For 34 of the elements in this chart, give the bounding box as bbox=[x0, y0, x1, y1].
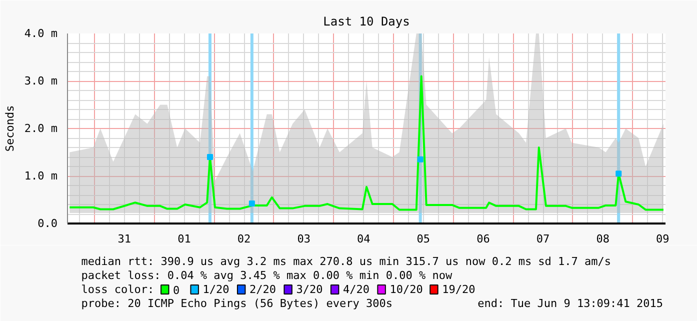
x-tick-label: 01 bbox=[178, 232, 191, 246]
legend-label: 4/20 bbox=[342, 283, 370, 296]
chart-title: Last 10 Days bbox=[323, 14, 410, 28]
legend-label: 3/20 bbox=[296, 283, 323, 296]
x-tick-label: 02 bbox=[237, 232, 251, 246]
legend-label: 19/20 bbox=[442, 283, 476, 296]
point bbox=[417, 156, 424, 162]
y-tick-label: 1.0 m bbox=[24, 170, 58, 182]
y-tick-label: 0.0 bbox=[38, 217, 58, 230]
legend-label: 1/20 bbox=[202, 283, 230, 296]
y-tick-label: 2.0 m bbox=[24, 122, 58, 135]
point bbox=[206, 154, 213, 160]
x-tick-label: 07 bbox=[536, 232, 550, 246]
text: median rtt: 390.9 us avg 3.2 ms max 270.8 us min 315.7 us now 0.2 ms sd 1.7 am/s bbox=[81, 255, 612, 268]
text: end: Tue Jun 9 13:09:41 2015 bbox=[478, 297, 664, 310]
point bbox=[616, 170, 622, 177]
text: probe: 20 ICMP Echo Pings (56 Bytes) every 300s bbox=[81, 297, 392, 310]
x-tick-label: 09 bbox=[656, 232, 670, 246]
y-tick-label: 3.0 m bbox=[24, 74, 58, 88]
y-axis-title: Seconds bbox=[3, 105, 16, 152]
point bbox=[248, 200, 255, 207]
x-tick-label: 05 bbox=[416, 232, 430, 246]
legend-title: loss color: bbox=[81, 283, 154, 296]
legend-label: 10/20 bbox=[390, 283, 423, 296]
legend-label: 2/20 bbox=[249, 283, 276, 296]
line-series bbox=[68, 75, 664, 211]
text: packet loss: 0.04 % avg 3.45 % max 0.00 % min 0.00 % now bbox=[81, 269, 452, 282]
x-tick-label: 03 bbox=[297, 232, 310, 246]
x-tick-label: 04 bbox=[357, 232, 371, 246]
y-tick-label: 4.0 m bbox=[24, 27, 58, 40]
x-tick-label: 08 bbox=[596, 232, 610, 246]
legend-label: 0 bbox=[173, 284, 180, 297]
x-tick-label: 31 bbox=[118, 232, 132, 246]
x-tick-label: 06 bbox=[476, 232, 490, 246]
